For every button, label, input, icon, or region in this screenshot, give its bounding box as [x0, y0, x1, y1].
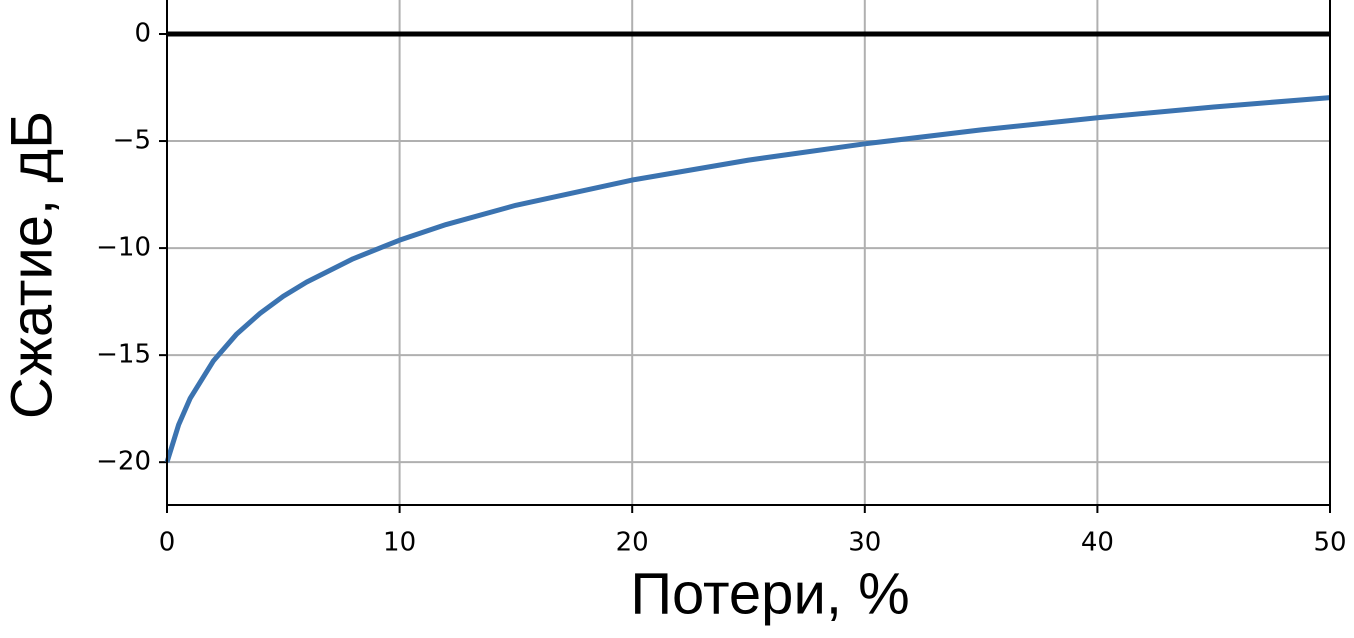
y-tick-label: −5 [113, 126, 151, 156]
x-tick-label: 10 [383, 528, 416, 558]
x-tick-label: 30 [848, 528, 881, 558]
y-tick-label: −15 [96, 340, 151, 370]
y-axis-label: Сжатие, дБ [0, 111, 64, 419]
data-line [164, 95, 1331, 463]
y-tick-label: −10 [96, 233, 151, 263]
x-tick-label: 0 [159, 528, 176, 558]
x-tick-label: 20 [616, 528, 649, 558]
x-axis-label: Потери, % [630, 561, 909, 626]
x-tick-label: 50 [1313, 528, 1346, 558]
x-tick-label: 40 [1081, 528, 1114, 558]
y-tick-label: 0 [134, 19, 151, 49]
y-tick-label: −20 [96, 447, 151, 477]
